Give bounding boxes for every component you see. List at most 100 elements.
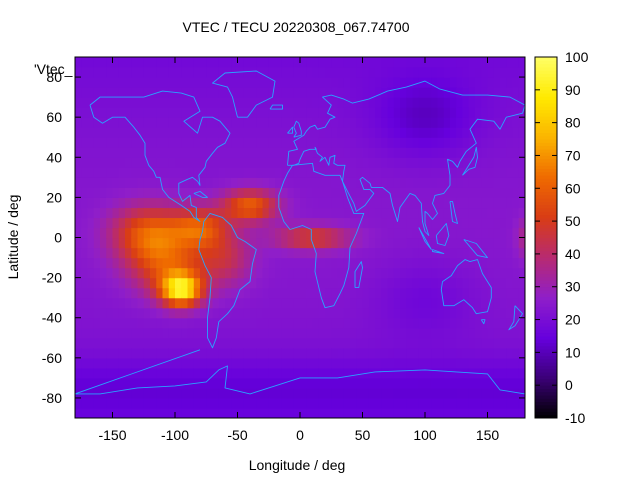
- heat-cell: [443, 367, 451, 379]
- heat-cell: [425, 287, 432, 299]
- heat-cell: [518, 87, 525, 98]
- heat-cell: [456, 107, 464, 118]
- heat-cell: [193, 207, 201, 219]
- heat-cell: [287, 367, 295, 379]
- heat-cell: [181, 157, 189, 168]
- heat-cell: [243, 277, 251, 289]
- heat-cell: [381, 177, 389, 188]
- heat-cell: [350, 127, 357, 138]
- heat-cell: [450, 357, 457, 369]
- heat-cell: [81, 227, 89, 239]
- heat-cell: [187, 357, 195, 369]
- heat-cell: [156, 337, 164, 349]
- heat-cell: [487, 137, 495, 148]
- heat-cell: [506, 137, 514, 148]
- heat-cell: [187, 107, 195, 118]
- heat-cell: [318, 287, 326, 299]
- heat-cell: [181, 257, 189, 269]
- heat-cell: [168, 347, 176, 359]
- heat-cell: [462, 77, 470, 88]
- heat-cell: [462, 217, 470, 229]
- heat-cell: [237, 217, 245, 229]
- heat-cell: [187, 267, 195, 279]
- heat-cell: [243, 397, 251, 409]
- heat-cell: [118, 157, 126, 168]
- heat-cell: [231, 77, 239, 88]
- colorbar-segment: [535, 217, 557, 222]
- heat-cell: [268, 317, 276, 329]
- heat-cell: [462, 247, 470, 259]
- coastline: [449, 200, 458, 224]
- heat-cell: [293, 357, 301, 369]
- heat-cell: [143, 77, 151, 88]
- heat-cell: [200, 287, 207, 299]
- heat-cell: [493, 297, 501, 309]
- heat-cell: [243, 357, 251, 369]
- heat-cell: [162, 277, 170, 289]
- heat-cell: [487, 197, 495, 209]
- heat-cell: [293, 257, 301, 269]
- heat-cell: [518, 247, 525, 259]
- heat-cell: [368, 377, 376, 389]
- heat-cell: [431, 127, 439, 138]
- heat-cell: [387, 127, 395, 138]
- heat-cell: [250, 137, 257, 148]
- heat-cell: [212, 307, 220, 319]
- heat-cell: [462, 67, 470, 78]
- x-tick-label: -100: [161, 427, 189, 443]
- heat-cell: [187, 327, 195, 339]
- heat-cell: [212, 197, 220, 209]
- heat-cell: [456, 237, 464, 249]
- heat-cell: [281, 147, 289, 158]
- y-tick-label: 60: [46, 109, 62, 125]
- heat-cell: [443, 147, 451, 158]
- heat-cell: [112, 237, 120, 249]
- heat-cell: [362, 77, 370, 88]
- heat-cell: [187, 307, 195, 319]
- heat-cell: [175, 247, 182, 259]
- heat-cell: [131, 147, 139, 158]
- heat-cell: [518, 57, 525, 68]
- heat-cell: [256, 97, 264, 108]
- heat-cell: [425, 127, 432, 138]
- heat-cell: [125, 167, 132, 178]
- heat-cell: [393, 197, 401, 209]
- heat-cell: [106, 57, 114, 68]
- heat-cell: [218, 227, 226, 239]
- heat-cell: [406, 287, 414, 299]
- heat-cell: [356, 177, 364, 188]
- heat-cell: [325, 127, 332, 138]
- heat-cell: [225, 357, 232, 369]
- heat-cell: [312, 227, 320, 239]
- heat-cell: [275, 247, 282, 259]
- colorbar-segment: [535, 93, 557, 97]
- heat-cell: [437, 347, 445, 359]
- heat-cell: [312, 187, 320, 198]
- heat-cell: [162, 137, 170, 148]
- heat-cell: [218, 247, 226, 259]
- colorbar-segment: [535, 286, 557, 291]
- heat-cell: [275, 147, 282, 158]
- heat-cell: [462, 267, 470, 279]
- heat-cell: [112, 217, 120, 229]
- heat-cell: [250, 167, 257, 178]
- heat-cell: [256, 377, 264, 389]
- heat-cell: [431, 147, 439, 158]
- heat-cell: [231, 327, 239, 339]
- heat-cell: [243, 67, 251, 78]
- heat-cell: [212, 397, 220, 409]
- heat-cell: [287, 297, 295, 309]
- heat-cell: [118, 317, 126, 329]
- heat-cell: [362, 137, 370, 148]
- heat-cell: [393, 377, 401, 389]
- heat-cell: [150, 97, 157, 108]
- heat-cell: [81, 107, 89, 118]
- heat-cell: [456, 87, 464, 98]
- heat-cell: [75, 177, 82, 188]
- heat-cell: [193, 147, 201, 158]
- heat-cell: [412, 117, 420, 128]
- heat-cell: [137, 287, 145, 299]
- heat-cell: [150, 107, 157, 118]
- heat-cell: [100, 97, 107, 108]
- heat-cell: [493, 67, 501, 78]
